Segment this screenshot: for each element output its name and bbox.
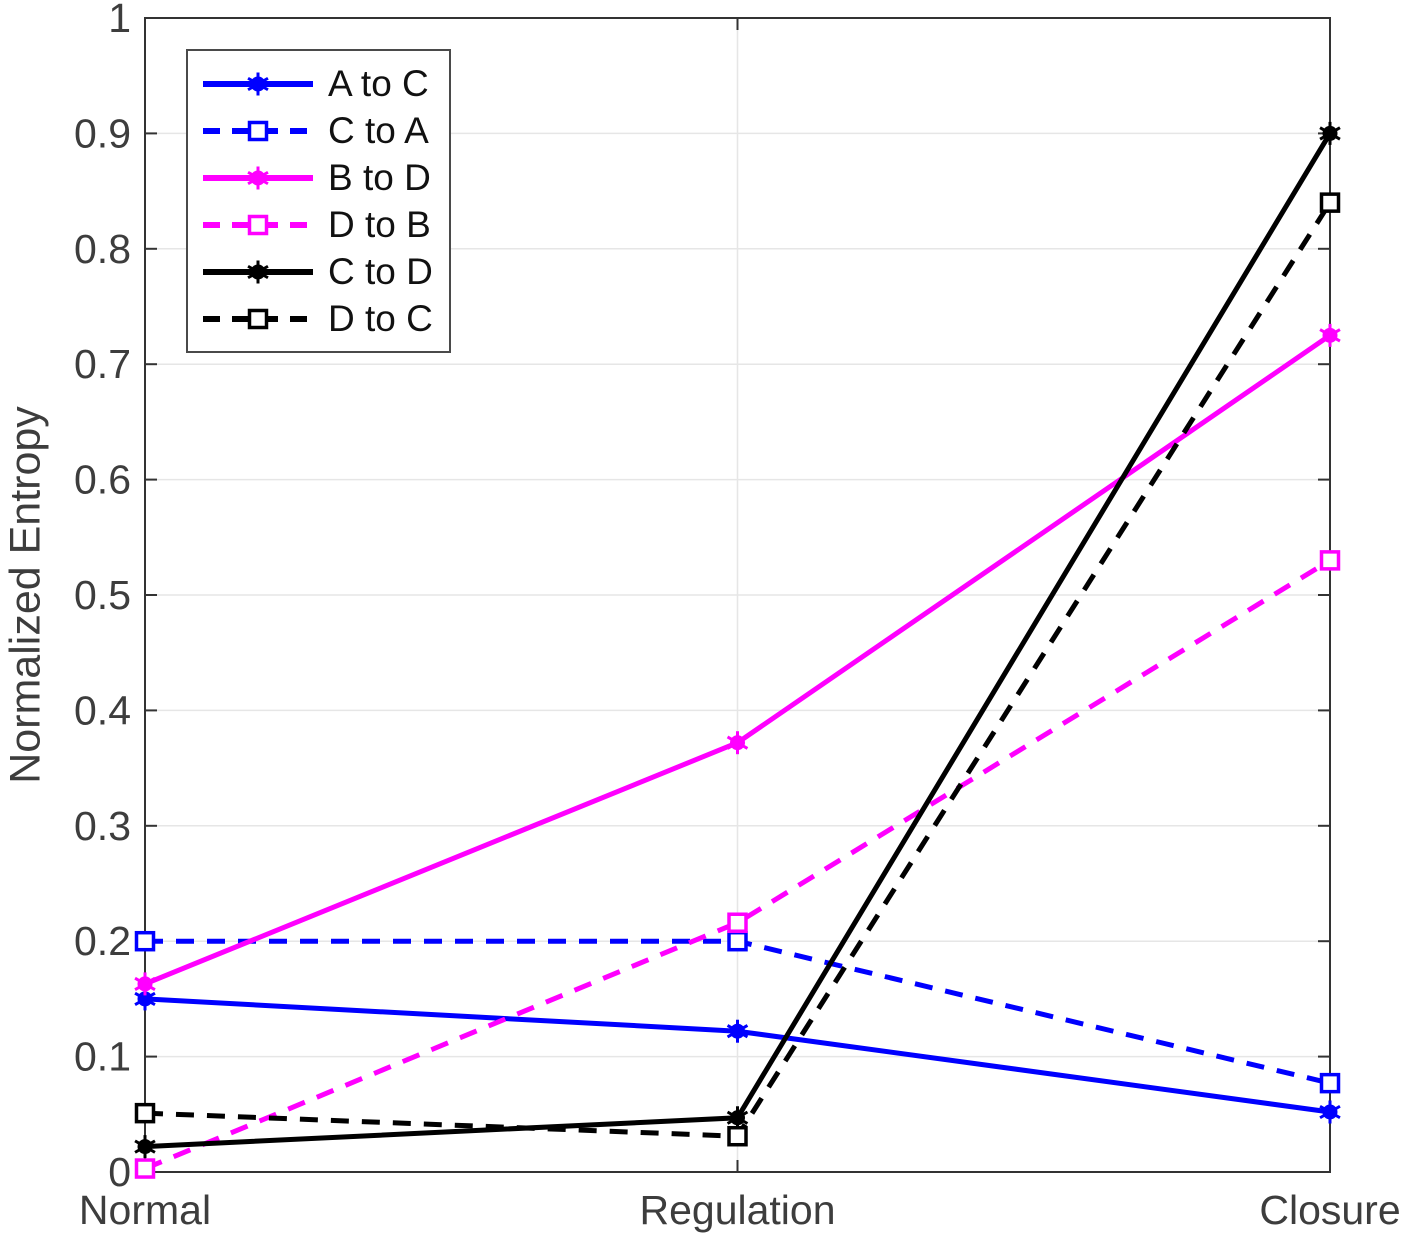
series-c-to-d [134, 121, 1341, 1159]
marker-open-square [1319, 1072, 1341, 1094]
marker-open-square [134, 1102, 156, 1124]
legend-item-d-to-c: D to C [200, 295, 433, 342]
marker-filled-asterisk [1319, 121, 1341, 145]
marker-open-square [727, 930, 748, 952]
x-tick-label-normal: Normal [79, 1187, 211, 1233]
marker-filled-asterisk [1319, 1100, 1341, 1124]
series-a-to-c [134, 987, 1341, 1124]
marker-filled-asterisk [247, 260, 269, 283]
marker-open-square [247, 214, 269, 235]
legend-label: D to B [328, 203, 431, 245]
legend-item-c-to-a: C to A [200, 107, 433, 154]
y-tick-label: 0.7 [74, 341, 131, 387]
series-b-to-d [134, 323, 1341, 996]
marker-filled-asterisk [134, 987, 156, 1011]
legend-sample-c-to-d [203, 260, 313, 283]
marker-filled-asterisk [1319, 323, 1341, 347]
legend-sample-b-to-d [203, 166, 313, 189]
marker-open-square [1319, 550, 1341, 571]
series-c-to-a [134, 930, 1341, 1094]
legend-sample-d-to-c [203, 308, 313, 329]
marker-filled-asterisk [134, 1135, 156, 1159]
legend-label: C to D [328, 250, 433, 292]
x-tick-label-regulation: Regulation [639, 1187, 835, 1233]
y-tick-label: 0 [108, 1149, 131, 1195]
legend-label: C to A [328, 109, 429, 151]
y-tick-label: 0.9 [74, 110, 131, 156]
marker-open-square [134, 1158, 156, 1179]
marker-open-square [727, 912, 748, 933]
x-tick-label-closure: Closure [1259, 1187, 1400, 1233]
legend-sample-c-to-a [203, 120, 313, 141]
y-tick-label: 0.3 [74, 803, 131, 849]
legend-sample-a-to-c [203, 72, 313, 95]
marker-open-square [247, 308, 269, 329]
y-tick-label: 1 [108, 0, 131, 41]
marker-filled-asterisk [247, 166, 269, 189]
y-axis-label: Normalized Entropy [1, 406, 50, 784]
legend-label: D to C [328, 297, 433, 339]
marker-filled-asterisk [247, 72, 269, 95]
marker-open-square [1319, 192, 1341, 213]
series-d-to-c [134, 192, 1341, 1147]
y-tick-label: 0.4 [74, 687, 131, 733]
legend-item-c-to-d: C to D [200, 248, 433, 295]
marker-filled-asterisk [134, 972, 156, 996]
legend-item-a-to-c: A to C [200, 60, 433, 107]
marker-filled-asterisk [726, 1019, 749, 1043]
legend: A to C C to A B to D D to B C to D D to C [186, 49, 451, 353]
legend-item-b-to-d: B to D [200, 154, 433, 201]
legend-label: B to D [328, 156, 431, 198]
legend-label: A to C [328, 62, 429, 104]
marker-filled-asterisk [726, 731, 749, 755]
marker-open-square [134, 930, 156, 952]
y-tick-label: 0.8 [74, 226, 131, 272]
series-d-to-b [134, 550, 1341, 1179]
y-tick-label: 0.2 [74, 918, 131, 964]
legend-sample-d-to-b [203, 214, 313, 235]
y-tick-label: 0.1 [74, 1034, 131, 1080]
legend-item-d-to-b: D to B [200, 201, 433, 248]
marker-open-square [727, 1125, 748, 1147]
y-tick-label: 0.6 [74, 457, 131, 503]
marker-open-square [247, 120, 269, 141]
y-tick-label: 0.5 [74, 572, 131, 618]
